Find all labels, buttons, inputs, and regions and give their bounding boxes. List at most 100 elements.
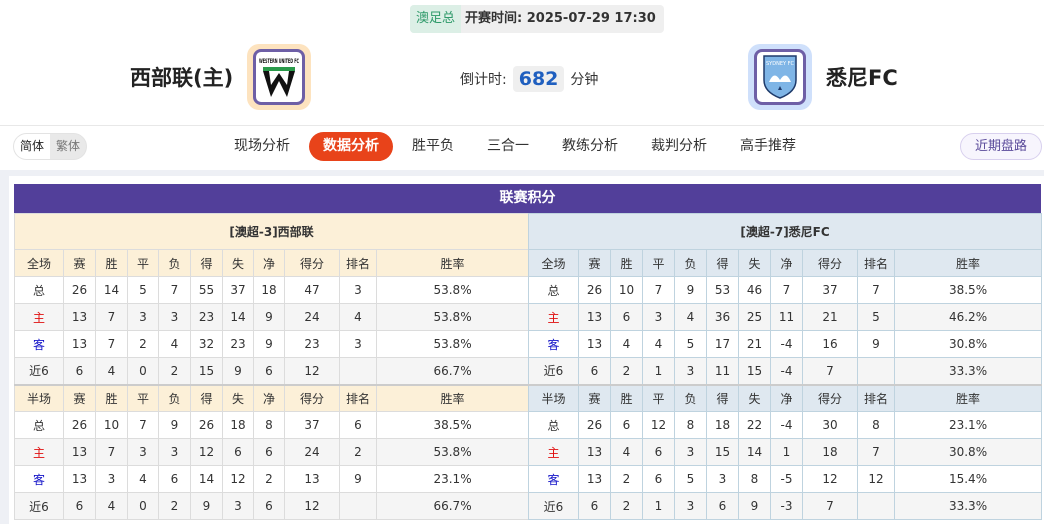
row-label: 客 <box>14 330 64 358</box>
cell: 12 <box>284 357 340 385</box>
cell: 1 <box>642 492 675 520</box>
row-label: 主 <box>14 438 64 466</box>
cell: 53 <box>706 276 739 304</box>
cell <box>857 492 895 520</box>
cell: 30.8% <box>893 438 1043 466</box>
column-header: 净 <box>770 249 803 277</box>
league-badge[interactable]: 澳足总 <box>410 5 462 33</box>
cell: 6 <box>578 357 611 385</box>
cell: 13 <box>63 465 96 493</box>
home-team-logo[interactable]: WESTERN UNITED FC <box>247 44 312 110</box>
cell: 14 <box>190 465 223 493</box>
column-header: 平 <box>127 383 159 412</box>
cell: -4 <box>770 330 803 358</box>
row-label: 近6 <box>14 357 64 385</box>
column-header: 净 <box>253 383 285 412</box>
column-header: 得分 <box>802 383 858 412</box>
cell: 16 <box>802 330 858 358</box>
cell: 4 <box>610 330 643 358</box>
column-header: 负 <box>674 383 707 412</box>
cell: 6 <box>642 438 675 466</box>
home-logo-text: WESTERN UNITED FC <box>259 58 299 65</box>
tab-5[interactable]: 裁判分析 <box>651 138 707 154</box>
cell: 15 <box>706 438 739 466</box>
tab-6[interactable]: 高手推荐 <box>740 138 796 154</box>
cell: 66.7% <box>375 357 530 385</box>
row-label: 客 <box>528 330 579 358</box>
cell: 0 <box>127 357 159 385</box>
table-row: 近6 6 4 0 2 15 9 6 12 66.7% <box>14 357 530 385</box>
tab-1[interactable]: 数据分析 <box>309 132 393 161</box>
cell: 11 <box>770 303 803 331</box>
cell: 26 <box>63 411 96 439</box>
cell: 7 <box>802 357 858 385</box>
away-team-logo[interactable]: SYDNEY FC <box>748 44 812 110</box>
row-label: 主 <box>528 438 579 466</box>
cell: 4 <box>95 357 128 385</box>
cell: 66.7% <box>375 492 530 520</box>
row-label: 主 <box>14 303 64 331</box>
column-header: 胜率 <box>375 383 530 412</box>
cell: 3 <box>339 276 377 304</box>
table-row: 总 26 14 5 7 55 37 18 47 3 53.8% <box>14 276 530 304</box>
countdown-label: 倒计时: <box>460 72 507 88</box>
column-header: 排名 <box>339 383 377 412</box>
cell: 2 <box>158 357 191 385</box>
cell: 23 <box>222 330 254 358</box>
language-toggle: 简体 繁体 <box>13 133 88 160</box>
table-row: 主 13 6 3 4 36 25 11 21 5 46.2% <box>528 303 1043 331</box>
home-standings-table: [澳超-3]西部联 全场赛胜平负得失净得分 排名 胜率总 26 14 5 7 55 37 18 47 3… <box>13 213 530 520</box>
table-row: 总 26 6 12 8 18 22 -4 30 8 23.1% <box>528 411 1043 439</box>
cell: 9 <box>253 330 285 358</box>
cell: 7 <box>857 276 895 304</box>
cell: 4 <box>339 303 377 331</box>
table-row: 主 13 7 3 3 12 6 6 24 2 53.8% <box>14 438 530 466</box>
cell: 8 <box>674 411 707 439</box>
recent-handicap-button[interactable]: 近期盘路 <box>959 133 1042 160</box>
column-header: 失 <box>738 249 771 277</box>
cell: 18 <box>222 411 254 439</box>
column-header: 赛 <box>63 249 96 277</box>
match-info: 澳足总 开赛时间: 2025-07-29 17:30 <box>410 5 664 33</box>
tab-3[interactable]: 三合一 <box>487 138 529 154</box>
traditional-button[interactable]: 繁体 <box>56 139 81 153</box>
nav-tabs: 现场分析 数据分析 胜平负 三合一 教练分析 裁判分析 高手推荐 <box>220 132 815 161</box>
cell: 7 <box>770 276 803 304</box>
cell: 30.8% <box>893 330 1043 358</box>
cell: 9 <box>222 357 254 385</box>
home-team: 西部联(主) WESTERN UNITED FC <box>130 44 312 110</box>
cell: 6 <box>610 411 643 439</box>
cell: -4 <box>770 357 803 385</box>
column-header: 负 <box>674 249 707 277</box>
cell: 26 <box>190 411 223 439</box>
table-row: 总 26 10 7 9 26 18 8 37 6 38.5% <box>14 411 530 439</box>
cell: 3 <box>127 438 159 466</box>
cell: 15 <box>190 357 223 385</box>
row-label: 客 <box>528 465 579 493</box>
cell: 15.4% <box>893 465 1043 493</box>
tab-0[interactable]: 现场分析 <box>234 138 290 154</box>
cell: 30 <box>802 411 858 439</box>
cell: 7 <box>802 492 858 520</box>
cell: 9 <box>738 492 771 520</box>
cell <box>857 357 895 385</box>
tab-2[interactable]: 胜平负 <box>412 138 454 154</box>
cell: 18 <box>802 438 858 466</box>
cell: 6 <box>253 357 285 385</box>
tab-4[interactable]: 教练分析 <box>562 138 618 154</box>
cell: 17 <box>706 330 739 358</box>
cell: 3 <box>642 303 675 331</box>
cell: 2 <box>610 357 643 385</box>
cell: 13 <box>578 465 611 493</box>
cell: 21 <box>738 330 771 358</box>
column-header: 得分 <box>802 249 858 277</box>
column-header: 赛 <box>578 383 611 412</box>
cell: 38.5% <box>375 411 530 439</box>
simplified-button[interactable]: 简体 <box>14 134 51 159</box>
cell: 14 <box>95 276 128 304</box>
cell: 1 <box>770 438 803 466</box>
table-row: 主 13 7 3 3 23 14 9 24 4 53.8% <box>14 303 530 331</box>
away-logo-text: SYDNEY FC <box>766 61 794 67</box>
cell: 47 <box>284 276 340 304</box>
section-label: 半场 <box>14 383 64 412</box>
